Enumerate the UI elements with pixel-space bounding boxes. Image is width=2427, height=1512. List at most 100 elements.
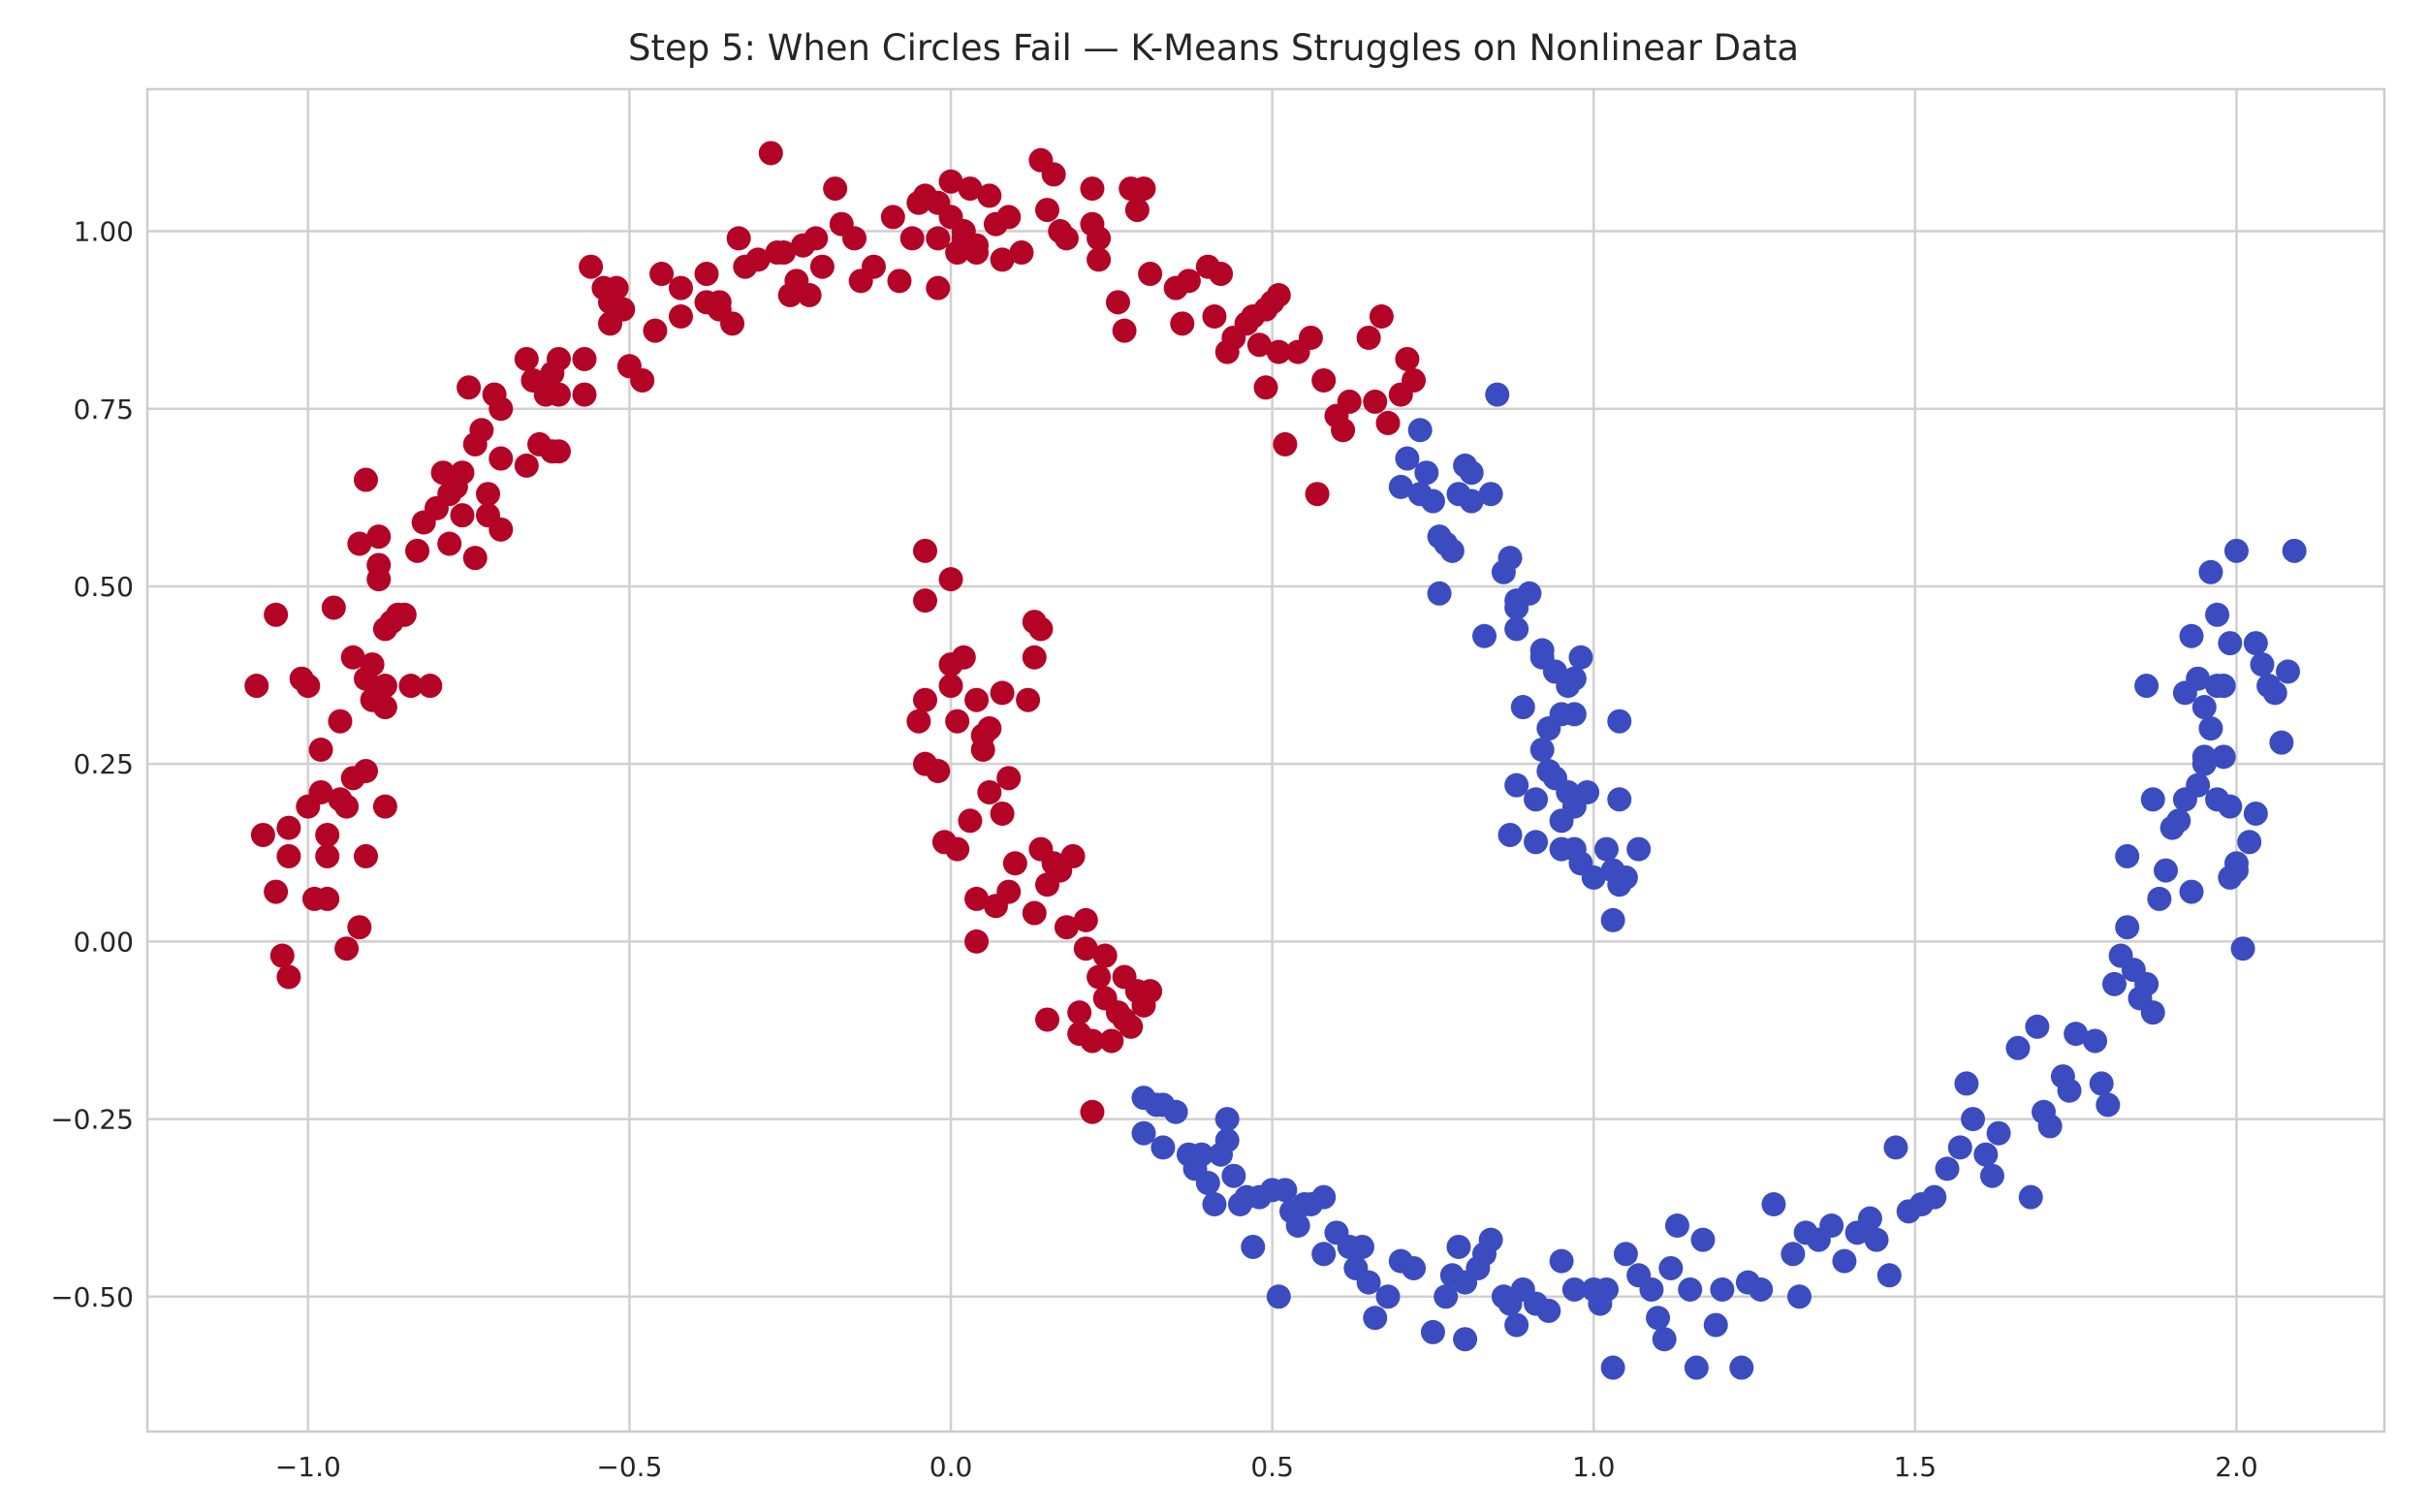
scatter-point bbox=[668, 303, 693, 329]
scatter-point bbox=[264, 602, 289, 627]
scatter-point bbox=[2005, 1035, 2031, 1060]
scatter-point bbox=[1561, 1276, 1587, 1302]
y-tick-label: −0.25 bbox=[50, 1104, 134, 1136]
scatter-point bbox=[462, 546, 488, 571]
scatter-point bbox=[899, 226, 925, 251]
y-tick-label: 1.00 bbox=[74, 216, 134, 248]
scatter-point bbox=[1729, 1355, 1754, 1380]
scatter-point bbox=[964, 687, 990, 712]
scatter-point bbox=[328, 709, 353, 734]
scatter-point bbox=[1266, 339, 1291, 364]
scatter-point bbox=[276, 815, 301, 840]
scatter-point bbox=[996, 205, 1022, 230]
scatter-point bbox=[926, 758, 951, 783]
scatter-point bbox=[1311, 367, 1337, 393]
scatter-point bbox=[1961, 1107, 1986, 1132]
scatter-point bbox=[469, 418, 494, 443]
scatter-point bbox=[2134, 674, 2159, 699]
scatter-point bbox=[861, 254, 886, 279]
scatter-point bbox=[912, 538, 937, 563]
scatter-point bbox=[1214, 1107, 1240, 1132]
scatter-point bbox=[340, 645, 365, 670]
scatter-point bbox=[1883, 1135, 1908, 1160]
x-tick-label: 0.0 bbox=[930, 1451, 973, 1483]
scatter-point bbox=[823, 176, 848, 202]
scatter-point bbox=[1607, 787, 1632, 812]
plot-frame bbox=[145, 87, 2386, 1433]
scatter-point bbox=[1209, 262, 1234, 287]
scatter-point bbox=[1016, 687, 1041, 712]
scatter-point bbox=[1131, 1120, 1156, 1146]
scatter-point bbox=[1446, 1234, 1471, 1259]
scatter-point bbox=[1022, 645, 1047, 670]
scatter-point bbox=[804, 226, 829, 251]
scatter-point bbox=[398, 674, 424, 699]
scatter-point bbox=[450, 460, 475, 486]
scatter-point bbox=[1375, 410, 1401, 435]
y-tick-label: 0.25 bbox=[74, 748, 134, 780]
scatter-point bbox=[250, 822, 275, 847]
scatter-point bbox=[1331, 418, 1356, 443]
scatter-point bbox=[926, 275, 951, 300]
scatter-point bbox=[1427, 581, 1452, 606]
scatter-point bbox=[2223, 851, 2249, 876]
scatter-point bbox=[1395, 446, 1420, 471]
scatter-point bbox=[1067, 1000, 1092, 1025]
scatter-point bbox=[2134, 971, 2159, 996]
scatter-point bbox=[1388, 474, 1413, 499]
scatter-point bbox=[1363, 389, 1388, 414]
y-tick-label: −0.50 bbox=[50, 1281, 134, 1313]
scatter-point bbox=[1073, 936, 1098, 961]
scatter-point bbox=[1646, 1306, 1671, 1331]
scatter-point bbox=[546, 439, 571, 464]
scatter-point bbox=[842, 226, 867, 251]
scatter-point bbox=[1613, 1242, 1638, 1267]
scatter-point bbox=[1947, 1135, 1972, 1160]
scatter-point bbox=[604, 275, 629, 300]
scatter-point bbox=[1202, 303, 1227, 329]
scatter-point bbox=[1138, 262, 1163, 287]
scatter-point bbox=[938, 169, 963, 194]
scatter-point bbox=[276, 964, 301, 990]
scatter-point bbox=[1349, 1234, 1374, 1259]
scatter-point bbox=[450, 503, 475, 528]
scatter-point bbox=[977, 183, 1002, 208]
scatter-point bbox=[2025, 1014, 2050, 1039]
scatter-point bbox=[1131, 176, 1156, 202]
scatter-point bbox=[1395, 346, 1420, 371]
scatter-point bbox=[1594, 836, 1620, 862]
scatter-point bbox=[1600, 1355, 1625, 1380]
scatter-point bbox=[1041, 162, 1066, 187]
scatter-point bbox=[360, 652, 385, 677]
scatter-point bbox=[964, 886, 990, 911]
scatter-point bbox=[880, 205, 905, 230]
scatter-point bbox=[630, 367, 655, 393]
scatter-point bbox=[296, 674, 321, 699]
scatter-point bbox=[2018, 1184, 2043, 1210]
scatter-point bbox=[1864, 1227, 1889, 1252]
scatter-point bbox=[2282, 538, 2307, 563]
scatter-point bbox=[990, 801, 1015, 826]
scatter-point bbox=[2250, 652, 2275, 677]
scatter-point bbox=[1652, 1327, 1677, 1352]
scatter-point bbox=[964, 929, 990, 954]
scatter-point bbox=[1080, 176, 1105, 202]
scatter-point bbox=[1524, 787, 1549, 812]
scatter-point bbox=[2243, 801, 2268, 826]
scatter-point bbox=[1176, 268, 1201, 294]
scatter-point bbox=[1529, 638, 1555, 663]
scatter-point bbox=[489, 517, 514, 542]
scatter-point bbox=[514, 346, 539, 371]
scatter-point bbox=[2115, 843, 2140, 868]
scatter-point bbox=[964, 240, 990, 266]
scatter-point bbox=[2057, 1078, 2082, 1103]
y-axis-ticks: −0.50 −0.25 0.00 0.25 0.50 0.75 1.00 bbox=[50, 216, 134, 1313]
scatter-point bbox=[405, 538, 430, 563]
scatter-point bbox=[1138, 979, 1163, 1004]
scatter-point bbox=[244, 674, 269, 699]
scatter-point bbox=[1402, 1255, 1427, 1280]
scatter-point bbox=[990, 247, 1015, 272]
scatter-point bbox=[1600, 907, 1625, 932]
scatter-point bbox=[1266, 1284, 1291, 1309]
scatter-point bbox=[2198, 716, 2223, 741]
